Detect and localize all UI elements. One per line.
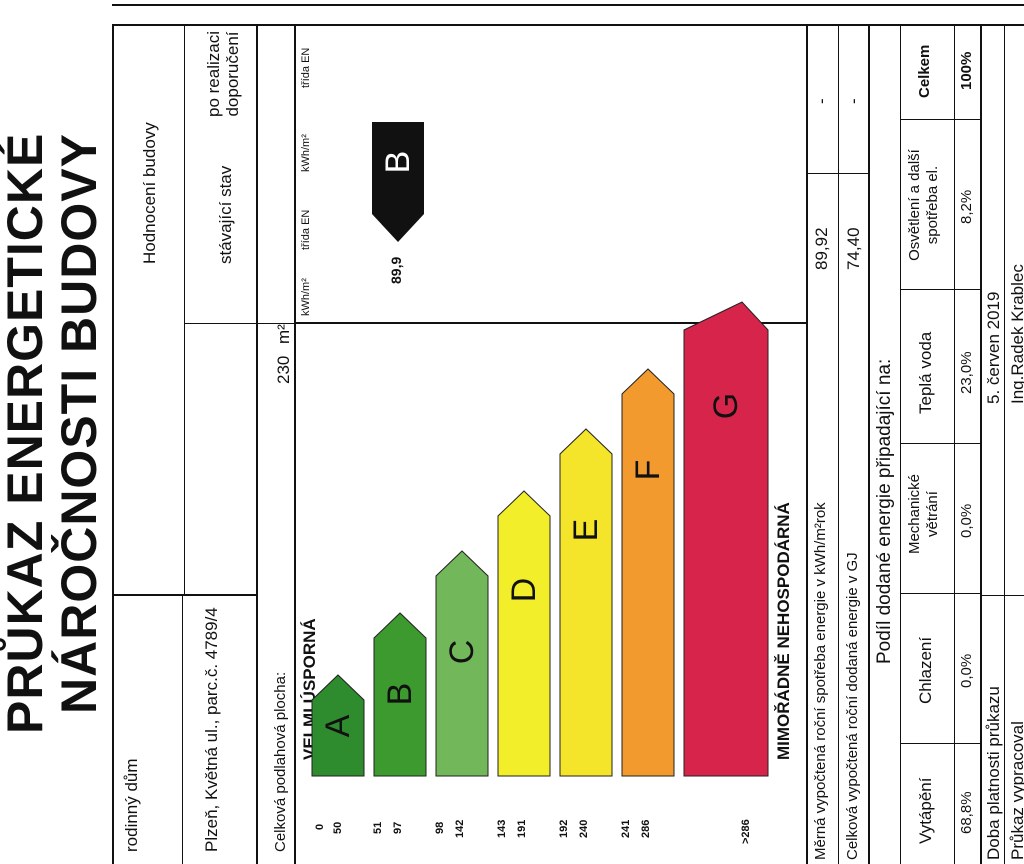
band-d-arrow (497, 490, 551, 777)
shares-col-sep-2 (900, 593, 980, 594)
shares-sep-bottom (980, 24, 982, 864)
shares-sep-header (900, 24, 901, 864)
shares-sep-values (954, 24, 955, 864)
share-total-label: Celkem (916, 44, 933, 98)
share-heating-value: 68,8% (958, 791, 975, 834)
metric-1-label: Měrná vypočtená roční spotřeba energie v… (812, 502, 829, 860)
shares-col-sep-5 (900, 119, 980, 120)
band-b-letter: B (380, 682, 419, 706)
band-g-letter: G (706, 392, 745, 420)
share-ventilation-label: Mechanické větrání (906, 473, 941, 555)
band-e-letter: E (566, 518, 605, 542)
metrics-sep-mid (838, 24, 839, 864)
band-e-arrow (559, 428, 613, 777)
metric-2-after: - (844, 98, 863, 104)
share-heating-label: Vytápění (916, 777, 935, 844)
metric-1-current: 89,92 (812, 227, 831, 270)
share-lighting-label: Osvětlení a další spotřeba el. (906, 149, 941, 261)
current-rating-class: B (378, 150, 417, 174)
shares-col-sep-4 (900, 289, 980, 290)
share-cooling-label: Chlazení (916, 636, 935, 704)
shares-title: Podíl dodané energie připadající na: (874, 358, 895, 664)
band-d-letter: D (504, 577, 543, 603)
band-c-letter: C (442, 639, 481, 665)
author-value: Ing.Radek Krablec (1008, 264, 1024, 404)
metric-2-label: Celková vypočtená roční dodaná energie v… (844, 552, 861, 860)
share-cooling-value: 0,0% (958, 653, 975, 688)
metric-1-after: - (812, 98, 831, 104)
share-lighting-value: 8,2% (958, 189, 975, 224)
band-a-arrow (311, 674, 365, 777)
validity-value: 5. červen 2019 (984, 291, 1003, 404)
shares-col-sep-1 (900, 743, 980, 744)
metrics-col-sep (808, 173, 868, 174)
share-hot-water-label: Teplá voda (916, 331, 935, 414)
validity-sep (1004, 24, 1005, 864)
share-ventilation-value: 0,0% (958, 503, 975, 538)
current-rating-value: 89,9 (388, 256, 404, 284)
shares-col-sep-3 (900, 443, 980, 444)
metric-2-current: 74,40 (844, 227, 863, 270)
validity-label: Doba platnosti průkazu (984, 686, 1003, 860)
band-a-letter: A (318, 714, 357, 738)
band-f-arrow (621, 368, 675, 777)
author-label: Průkaz vypracoval (1008, 721, 1024, 860)
band-c-arrow (435, 550, 489, 777)
share-total-value: 100% (958, 51, 975, 90)
band-b-arrow (373, 612, 427, 777)
current-class-marker (372, 122, 424, 242)
metrics-sep-top (806, 24, 808, 864)
band-f-letter: F (628, 459, 667, 481)
share-hot-water-value: 23,0% (958, 351, 975, 394)
metrics-sep-bottom (868, 24, 870, 864)
band-g-arrow (683, 301, 769, 777)
validity-col-sep (982, 595, 1024, 596)
